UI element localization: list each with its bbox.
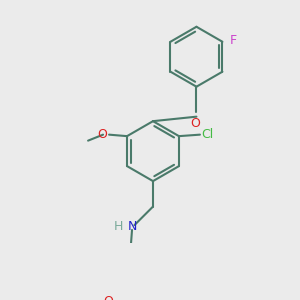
Text: H: H [114, 220, 123, 232]
Text: Cl: Cl [201, 128, 214, 141]
Text: O: O [103, 295, 113, 300]
Text: O: O [190, 117, 200, 130]
Text: F: F [230, 34, 237, 47]
Text: O: O [98, 128, 108, 141]
Text: N: N [127, 220, 137, 232]
